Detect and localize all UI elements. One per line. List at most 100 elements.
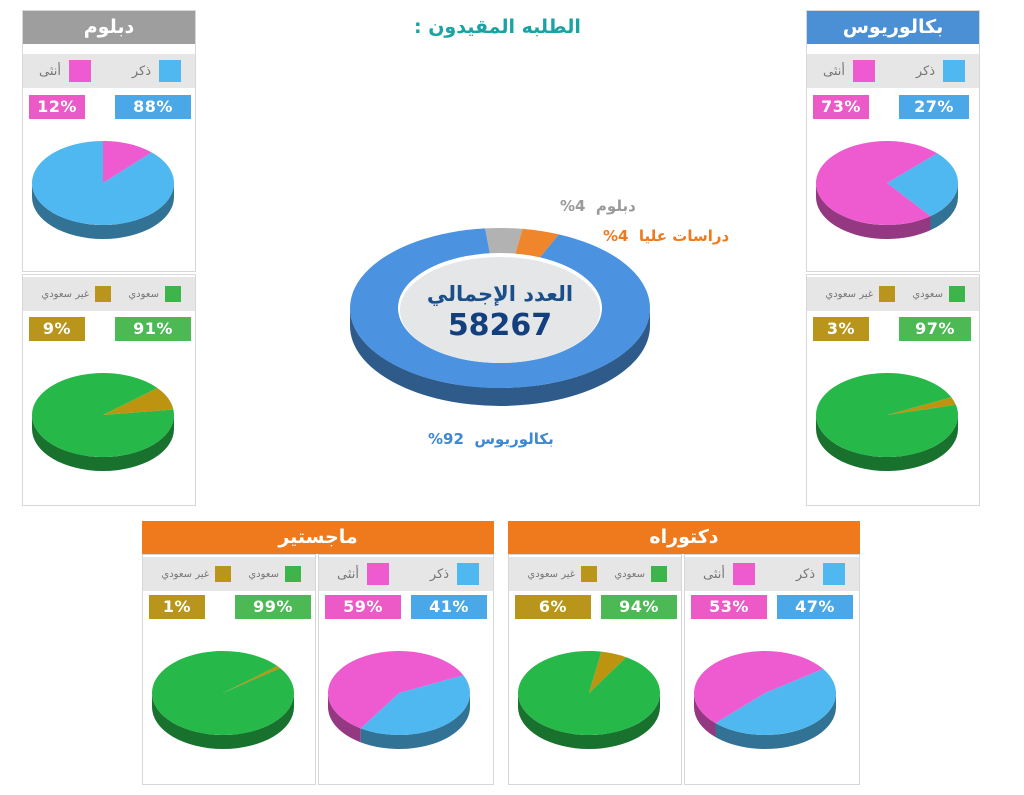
- doctorate-header: دكتوراه: [508, 521, 860, 554]
- doctorate-nationality-slice-saudi: [518, 651, 660, 735]
- donut-label-diploma: دبلوم 4%: [560, 197, 636, 215]
- bachelor-gender-side-male: [930, 183, 958, 231]
- nonsaudi-percent: 1%: [149, 595, 205, 619]
- diploma-gender-pie: [31, 141, 174, 239]
- nonsaudi-swatch: [879, 286, 895, 302]
- masters-nationality-pie: [152, 651, 295, 749]
- legend-nonsaudi-label: غير سعودي: [41, 288, 89, 300]
- total-label: العدد الإجمالي: [426, 282, 574, 306]
- masters-gender-slice-female: [328, 651, 464, 729]
- nonsaudi-percent: 3%: [813, 317, 869, 341]
- doctorate-nationality-pie: [518, 651, 660, 749]
- bachelor-gender-slice-female: [816, 141, 938, 225]
- male-percent: 27%: [899, 95, 969, 119]
- diploma-gender-slice-male: [31, 141, 174, 225]
- page-title: الطلبه المقيدون :: [414, 16, 581, 38]
- legend-female-label: أنثى: [823, 63, 845, 79]
- bachelor-nationality-slice-nonsaudi: [887, 397, 956, 415]
- legend-saudi: سعودي: [912, 277, 965, 311]
- masters-nationality-slice-saudi: [152, 651, 295, 736]
- gender-legend: ذكر أنثى: [807, 54, 979, 88]
- masters-nationality-panel: سعودي غير سعودي 99% 1%: [142, 554, 316, 785]
- saudi-percent: 94%: [601, 595, 677, 619]
- legend-nonsaudi: غير سعودي: [527, 557, 597, 591]
- female-swatch: [69, 60, 91, 82]
- legend-saudi: سعودي: [128, 277, 181, 311]
- bachelor-gender-slice-male: [887, 153, 958, 217]
- masters-nationality-side-saudi: [152, 693, 294, 749]
- nonsaudi-swatch: [95, 286, 111, 302]
- female-percent: 12%: [29, 95, 85, 119]
- legend-male-label: ذكر: [131, 63, 151, 79]
- masters-nationality-slice-nonsaudi: [223, 666, 281, 693]
- legend-saudi-label: سعودي: [912, 288, 943, 300]
- diploma-gender-slice-female: [103, 141, 152, 183]
- doctorate-gender-slice-male: [715, 668, 836, 735]
- legend-male: ذكر: [916, 54, 965, 88]
- legend-nonsaudi-label: غير سعودي: [527, 568, 575, 580]
- doctorate-gender-side-female: [694, 693, 716, 738]
- diploma-nationality-slice-nonsaudi: [103, 388, 174, 415]
- diploma-nationality-panel: سعودي غير سعودي 91% 9%: [22, 274, 196, 506]
- doctorate-nationality-panel: سعودي غير سعودي 94% 6%: [508, 554, 682, 785]
- male-percent: 41%: [411, 595, 487, 619]
- nonsaudi-percent: 9%: [29, 317, 85, 341]
- male-percent: 88%: [115, 95, 191, 119]
- bachelor-gender-pie: [816, 141, 958, 239]
- legend-nonsaudi-label: غير سعودي: [825, 288, 873, 300]
- masters-gender-side-female: [328, 693, 361, 743]
- masters-gender-panel: ذكر أنثى 41% 59%: [318, 554, 494, 785]
- legend-saudi-label: سعودي: [248, 568, 279, 580]
- saudi-percent: 97%: [899, 317, 971, 341]
- masters-gender-pie: [328, 651, 470, 749]
- diploma-nationality-pie: [31, 373, 174, 471]
- donut-label-bachelor: بكالوريوس 92%: [428, 430, 554, 448]
- legend-female: أنثى: [703, 557, 755, 591]
- doctorate-gender-slice-female: [694, 651, 824, 724]
- gender-legend: ذكر أنثى: [319, 557, 493, 591]
- nationality-legend: سعودي غير سعودي: [807, 277, 979, 311]
- saudi-swatch: [949, 286, 965, 302]
- female-percent: 59%: [325, 595, 401, 619]
- male-swatch: [159, 60, 181, 82]
- bachelor-nationality-pie: [816, 373, 958, 471]
- donut-label-graduate: دراسات عليا 4%: [603, 227, 729, 245]
- bachelor-header: بكالوريوس: [807, 11, 979, 44]
- donut-segment-diploma: [485, 228, 523, 254]
- saudi-percent: 91%: [115, 317, 191, 341]
- legend-male: ذكر: [430, 557, 479, 591]
- diploma-name: دبلوم: [595, 197, 636, 215]
- donut-center: [400, 257, 600, 363]
- legend-male: ذكر: [796, 557, 845, 591]
- doctorate-gender-side-male: [715, 693, 836, 749]
- donut-segment-graduate: [515, 228, 559, 258]
- legend-saudi-label: سعودي: [614, 568, 645, 580]
- nonsaudi-swatch: [581, 566, 597, 582]
- saudi-swatch: [651, 566, 667, 582]
- nationality-legend: سعودي غير سعودي: [23, 277, 195, 311]
- legend-nonsaudi: غير سعودي: [161, 557, 231, 591]
- total-value: 58267: [447, 308, 553, 343]
- male-swatch: [943, 60, 965, 82]
- legend-male-label: ذكر: [429, 566, 449, 582]
- masters-header: ماجستير: [142, 521, 494, 554]
- diploma-pct: 4%: [560, 197, 586, 215]
- bachelor-nationality-slice-saudi: [816, 373, 958, 458]
- doctorate-nationality-side-saudi: [518, 693, 660, 749]
- bachelor-gender-panel: بكالوريوس ذكر أنثى 27% 73%: [806, 10, 980, 272]
- male-swatch: [457, 563, 479, 585]
- female-swatch: [853, 60, 875, 82]
- diploma-gender-side-male: [32, 183, 174, 239]
- bachelor-nationality-panel: سعودي غير سعودي 97% 3%: [806, 274, 980, 506]
- masters-gender-slice-male: [360, 675, 470, 735]
- doctorate-gender-panel: ذكر أنثى 47% 53%: [684, 554, 860, 785]
- legend-saudi-label: سعودي: [128, 288, 159, 300]
- legend-male-label: ذكر: [795, 566, 815, 582]
- female-swatch: [367, 563, 389, 585]
- gender-legend: ذكر أنثى: [685, 557, 859, 591]
- legend-saudi: سعودي: [614, 557, 667, 591]
- bachelor-pct: 92%: [428, 430, 464, 448]
- legend-female-label: أنثى: [39, 63, 61, 79]
- legend-nonsaudi-label: غير سعودي: [161, 568, 209, 580]
- male-swatch: [823, 563, 845, 585]
